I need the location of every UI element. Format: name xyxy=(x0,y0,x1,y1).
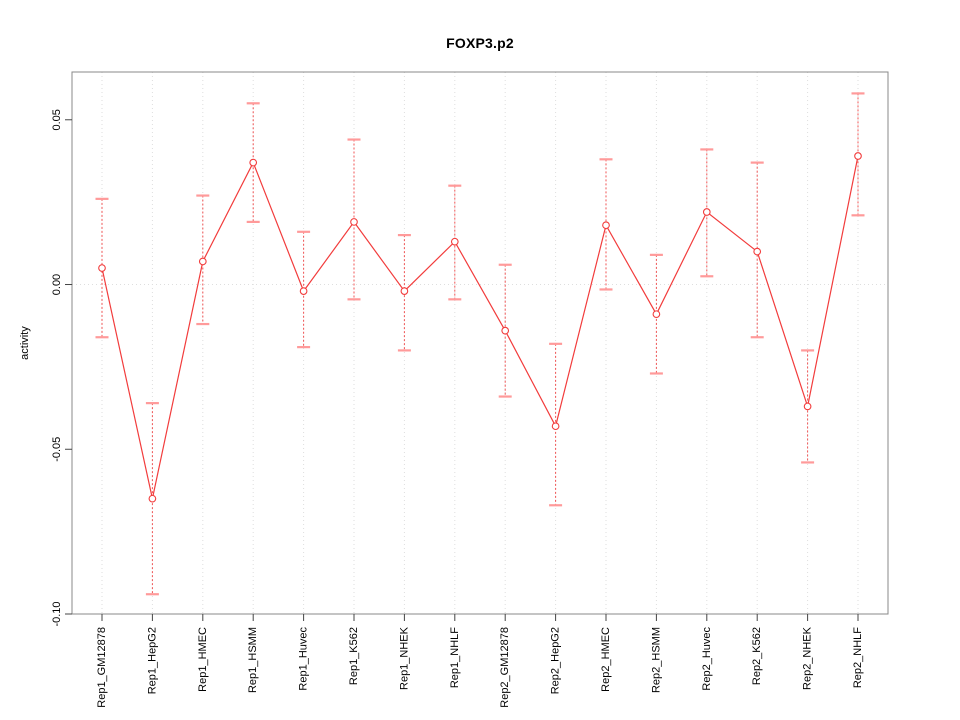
x-tick-label: Rep2_HepG2 xyxy=(550,627,562,694)
x-tick-label: Rep2_HMEC xyxy=(600,627,612,692)
data-point-marker xyxy=(198,257,207,266)
x-tick-label: Rep1_K562 xyxy=(348,627,360,685)
plot-frame xyxy=(71,71,889,615)
y-tick-label: -0.10 xyxy=(51,601,63,626)
data-point-marker xyxy=(400,287,409,295)
data-point-marker xyxy=(602,221,610,230)
x-tick-label: Rep1_HepG2 xyxy=(146,627,158,694)
y-tick-label: 0.05 xyxy=(51,109,63,130)
data-point-marker xyxy=(551,422,560,431)
data-point-marker xyxy=(98,264,106,272)
chart-title: FOXP3.p2 xyxy=(446,35,514,51)
x-tick-label: Rep2_HSMM xyxy=(650,627,662,693)
x-tick-label: Rep1_Huvec xyxy=(298,627,310,691)
data-point-marker xyxy=(702,208,711,216)
data-point-marker xyxy=(803,402,812,411)
data-point-marker xyxy=(249,158,258,167)
x-tick-label: Rep1_NHLF xyxy=(449,627,461,688)
data-point-marker xyxy=(652,310,661,319)
x-tick-label: Rep2_GM12878 xyxy=(499,627,511,708)
x-tick-label: Rep2_NHEK xyxy=(802,626,814,690)
data-point-marker xyxy=(299,287,308,295)
x-tick-label: Rep2_Huvec xyxy=(701,627,713,691)
x-tick-label: Rep1_HMEC xyxy=(197,627,209,692)
data-point-marker xyxy=(350,218,358,226)
x-tick-label: Rep1_GM12878 xyxy=(96,627,108,708)
data-point-marker xyxy=(854,152,862,160)
x-tick-label: Rep1_NHEK xyxy=(398,626,410,690)
data-point-marker xyxy=(148,494,157,503)
x-tick-label: Rep2_K562 xyxy=(751,627,763,685)
series-line xyxy=(101,155,859,499)
data-point-marker xyxy=(753,247,762,256)
y-tick-label: -0.05 xyxy=(51,437,63,462)
y-tick-label: 0.00 xyxy=(51,274,63,295)
data-point-marker xyxy=(501,326,510,335)
data-point-marker xyxy=(450,237,459,246)
x-tick-label: Rep2_NHLF xyxy=(852,627,864,688)
x-tick-label: Rep1_HSMM xyxy=(247,627,259,693)
